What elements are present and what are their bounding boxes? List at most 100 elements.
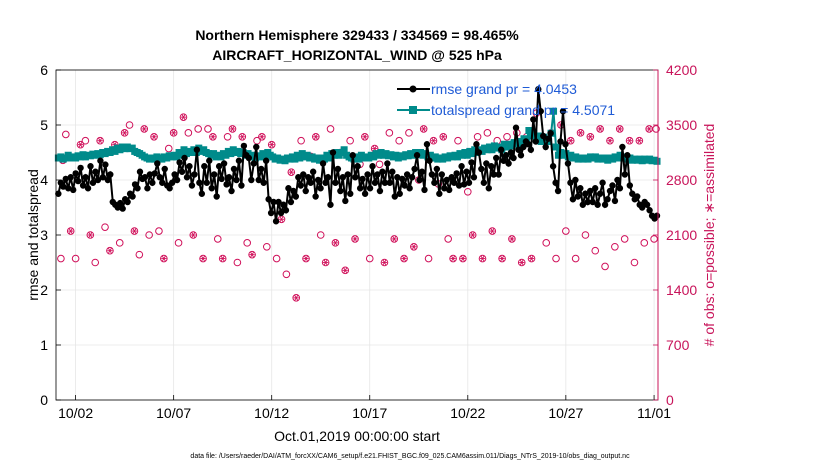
rmse-point [616, 185, 624, 192]
obs-assimilated-point [421, 126, 427, 132]
rmse-point [431, 179, 438, 186]
rmse-point [87, 163, 94, 170]
obs-possible-point [96, 136, 104, 145]
obs-assimilated-point [450, 255, 456, 262]
obs-possible-point [272, 254, 281, 263]
obs-possible-point [419, 125, 428, 133]
rmse-point [500, 157, 507, 164]
obs-assimilated-point [151, 133, 157, 140]
rmse-point [218, 175, 225, 183]
rmse-point [401, 182, 408, 189]
rmse-point [285, 185, 292, 192]
obs-assimilated-point [210, 133, 216, 140]
rmse-point [408, 174, 416, 181]
obs-possible-point [400, 254, 408, 263]
rmse-point [520, 143, 527, 151]
obs-possible-point [218, 254, 227, 263]
rmse-point [245, 154, 253, 162]
obs-possible-point [635, 136, 644, 145]
rmse-point [552, 179, 559, 186]
rmse-point [55, 190, 62, 197]
obs-possible-point [346, 136, 354, 145]
obs-possible-point [155, 227, 163, 235]
rmse-point [280, 201, 287, 208]
obs-possible-point [478, 254, 487, 263]
totalspread-point [653, 157, 661, 165]
obs-assimilated-point [68, 228, 74, 234]
obs-possible-point [576, 129, 585, 137]
obs-possible-point [611, 242, 619, 251]
obs-possible-point [625, 136, 634, 145]
rmse-point [317, 185, 324, 192]
obs-possible-point [209, 132, 217, 141]
rmse-point [426, 157, 433, 164]
rmse-point [60, 183, 67, 190]
rmse-point [453, 170, 460, 177]
obs-assimilated-point [171, 130, 177, 136]
right-tick-label: 1400 [666, 282, 697, 298]
rmse-point [337, 187, 344, 195]
rmse-point [421, 186, 428, 194]
rmse-point [67, 174, 74, 181]
rmse-point [448, 174, 455, 181]
rmse-point [653, 212, 661, 219]
chart-title-line2: AIRCRAFT_HORIZONTAL_WIND @ 525 hPa [212, 47, 502, 63]
totalspread-point [552, 143, 560, 151]
rmse-point [136, 168, 144, 175]
obs-assimilated-point [509, 236, 515, 242]
obs-assimilated-point [381, 259, 388, 266]
rmse-point [295, 174, 302, 181]
rmse-point [557, 138, 564, 145]
obs-assimilated-point [607, 137, 613, 144]
rmse-point [69, 186, 77, 194]
rmse-point [455, 182, 463, 189]
obs-possible-point [164, 144, 173, 153]
rmse-point [418, 168, 426, 175]
obs-possible-point [86, 231, 95, 239]
obs-assimilated-point [141, 126, 147, 132]
obs-possible-point [233, 258, 242, 267]
rmse-point [535, 86, 542, 93]
rmse-point [297, 182, 304, 189]
obs-possible-point [606, 136, 614, 145]
rmse-point [201, 163, 208, 170]
obs-possible-point [321, 258, 330, 267]
obs-possible-point [243, 239, 251, 247]
rmse-point [567, 179, 574, 186]
totalspread-point [518, 140, 526, 148]
rmse-point [196, 179, 203, 186]
grid [56, 69, 658, 401]
rmse-point [181, 154, 188, 162]
obs-assimilated-point [499, 255, 505, 262]
rmse-point [384, 160, 391, 167]
obs-possible-point [562, 227, 570, 235]
totalspread-point [463, 151, 471, 159]
rmse-point [265, 196, 272, 203]
obs-possible-point [615, 125, 624, 133]
rmse-point [389, 168, 396, 175]
obs-assimilated-point [303, 255, 309, 262]
obs-possible-point [454, 136, 462, 145]
rmse-point [396, 190, 403, 197]
rmse-point [587, 187, 594, 195]
obs-possible-point [331, 239, 340, 247]
obs-assimilated-point [77, 141, 84, 148]
rmse-point [403, 171, 411, 178]
obs-assimilated-point [489, 228, 495, 234]
obs-assimilated-point [391, 236, 397, 242]
obs-possible-point [503, 132, 511, 141]
rmse-point [413, 152, 421, 159]
obs-possible-point [449, 254, 457, 263]
obs-assimilated-point [313, 133, 319, 140]
rmse-point [65, 185, 72, 192]
rmse-point [411, 165, 418, 173]
obs-possible-point [405, 129, 413, 137]
rmse-point [235, 157, 243, 164]
left-tick-label: 6 [40, 62, 48, 78]
rmse-point [258, 165, 265, 173]
rmse-point [564, 160, 572, 167]
obs-possible-point [571, 254, 580, 263]
x-tick-label: 10/12 [254, 405, 289, 421]
totalspread-point [550, 107, 558, 115]
rmse-point [542, 143, 549, 151]
